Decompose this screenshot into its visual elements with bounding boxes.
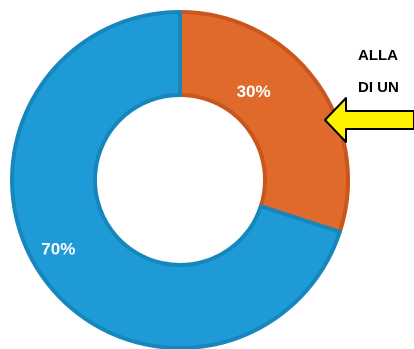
- slice-label-1: 70%: [41, 240, 75, 259]
- callout: ALLA DI UN: [324, 47, 414, 143]
- donut-slices: [10, 10, 350, 349]
- donut-slice-0: [178, 10, 350, 234]
- donut-slice-1: [10, 10, 342, 349]
- callout-text-line-1: ALLA: [358, 47, 398, 64]
- slice-label-0: 30%: [237, 82, 271, 101]
- callout-arrow-icon: [324, 97, 414, 143]
- slice-labels: 30% 70%: [41, 82, 270, 259]
- callout-text-line-2: DI UN: [358, 79, 399, 96]
